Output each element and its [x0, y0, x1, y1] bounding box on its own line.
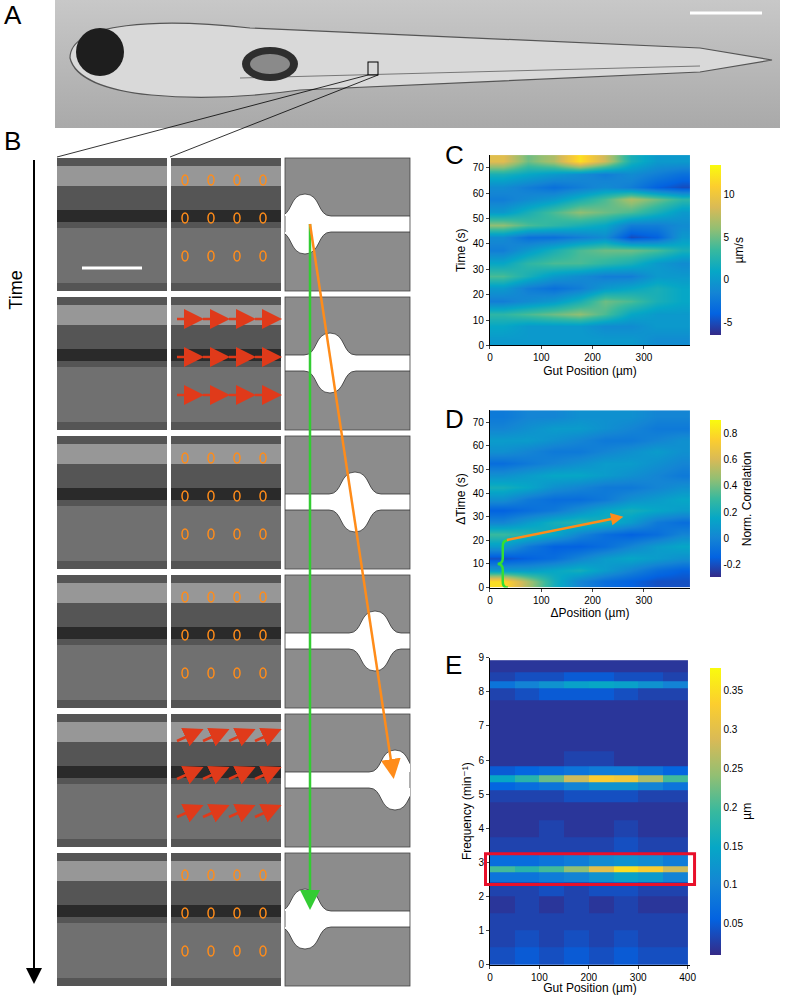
- svg-text:8: 8: [478, 686, 484, 697]
- svg-text:100: 100: [533, 595, 550, 606]
- html-text:B: B: [4, 126, 22, 156]
- svg-text:Norm. Correlation: Norm. Correlation: [740, 452, 754, 547]
- svg-text:200: 200: [584, 352, 601, 363]
- svg-text:50: 50: [473, 213, 485, 224]
- svg-text:0.4: 0.4: [724, 480, 738, 491]
- svg-text:0: 0: [487, 595, 493, 606]
- svg-text:5: 5: [724, 232, 730, 243]
- svg-text:20: 20: [473, 289, 485, 300]
- svg-text:10: 10: [724, 189, 736, 200]
- svg-text:0.1: 0.1: [724, 879, 738, 890]
- svg-text:0: 0: [487, 352, 493, 363]
- svg-text:100: 100: [533, 352, 550, 363]
- svg-text:6: 6: [478, 755, 484, 766]
- svg-text:µm/s: µm/s: [732, 237, 746, 263]
- svg-text:7: 7: [478, 720, 484, 731]
- svg-text:0.05: 0.05: [724, 918, 744, 929]
- svg-text:300: 300: [636, 352, 653, 363]
- svg-text:0: 0: [478, 340, 484, 351]
- svg-text:30: 30: [473, 511, 485, 522]
- svg-text:0.3: 0.3: [724, 724, 738, 735]
- svg-text:ΔPosition (µm): ΔPosition (µm): [551, 606, 630, 620]
- svg-text:20: 20: [473, 535, 485, 546]
- svg-text:300: 300: [630, 972, 647, 983]
- svg-text:-0.2: -0.2: [724, 559, 742, 570]
- svg-text:Gut Position (µm): Gut Position (µm): [543, 364, 637, 378]
- html-text:C: C: [445, 140, 464, 170]
- svg-text:0.2: 0.2: [724, 802, 738, 813]
- svg-text:200: 200: [584, 595, 601, 606]
- svg-text:Time (s): Time (s): [454, 228, 468, 272]
- svg-text:400: 400: [679, 972, 696, 983]
- svg-text:Frequency (min⁻¹): Frequency (min⁻¹): [460, 762, 474, 860]
- svg-text:0.2: 0.2: [724, 507, 738, 518]
- svg-text:10: 10: [473, 558, 485, 569]
- svg-text:40: 40: [473, 238, 485, 249]
- svg-text:0.15: 0.15: [724, 841, 744, 852]
- svg-text:70: 70: [473, 162, 485, 173]
- svg-text:-5: -5: [724, 317, 733, 328]
- svg-text:70: 70: [473, 417, 485, 428]
- svg-text:60: 60: [473, 188, 485, 199]
- svg-text:0.8: 0.8: [724, 428, 738, 439]
- svg-text:ΔTime (s): ΔTime (s): [454, 473, 468, 525]
- svg-text:200: 200: [580, 972, 597, 983]
- svg-text:50: 50: [473, 464, 485, 475]
- html-text:E: E: [445, 650, 463, 680]
- svg-text:Time: Time: [6, 270, 26, 309]
- svg-text:Gut Position (µm): Gut Position (µm): [543, 981, 637, 995]
- svg-text:9: 9: [478, 652, 484, 663]
- svg-text:0: 0: [487, 972, 493, 983]
- html-text:D: D: [445, 404, 464, 434]
- svg-text:30: 30: [473, 264, 485, 275]
- html-text:A: A: [4, 0, 22, 30]
- svg-text:0: 0: [478, 959, 484, 970]
- svg-text:0.6: 0.6: [724, 454, 738, 465]
- svg-text:40: 40: [473, 488, 485, 499]
- svg-text:2: 2: [478, 891, 484, 902]
- svg-text:3: 3: [478, 857, 484, 868]
- svg-text:100: 100: [531, 972, 548, 983]
- svg-text:60: 60: [473, 440, 485, 451]
- svg-text:µm: µm: [740, 803, 754, 820]
- svg-text:0.25: 0.25: [724, 763, 744, 774]
- svg-text:0: 0: [478, 582, 484, 593]
- svg-text:0.35: 0.35: [724, 685, 744, 696]
- svg-text:4: 4: [478, 823, 484, 834]
- svg-text:5: 5: [478, 789, 484, 800]
- svg-text:1: 1: [478, 925, 484, 936]
- svg-text:10: 10: [473, 315, 485, 326]
- svg-text:0: 0: [724, 533, 730, 544]
- svg-text:300: 300: [636, 595, 653, 606]
- svg-text:0: 0: [724, 274, 730, 285]
